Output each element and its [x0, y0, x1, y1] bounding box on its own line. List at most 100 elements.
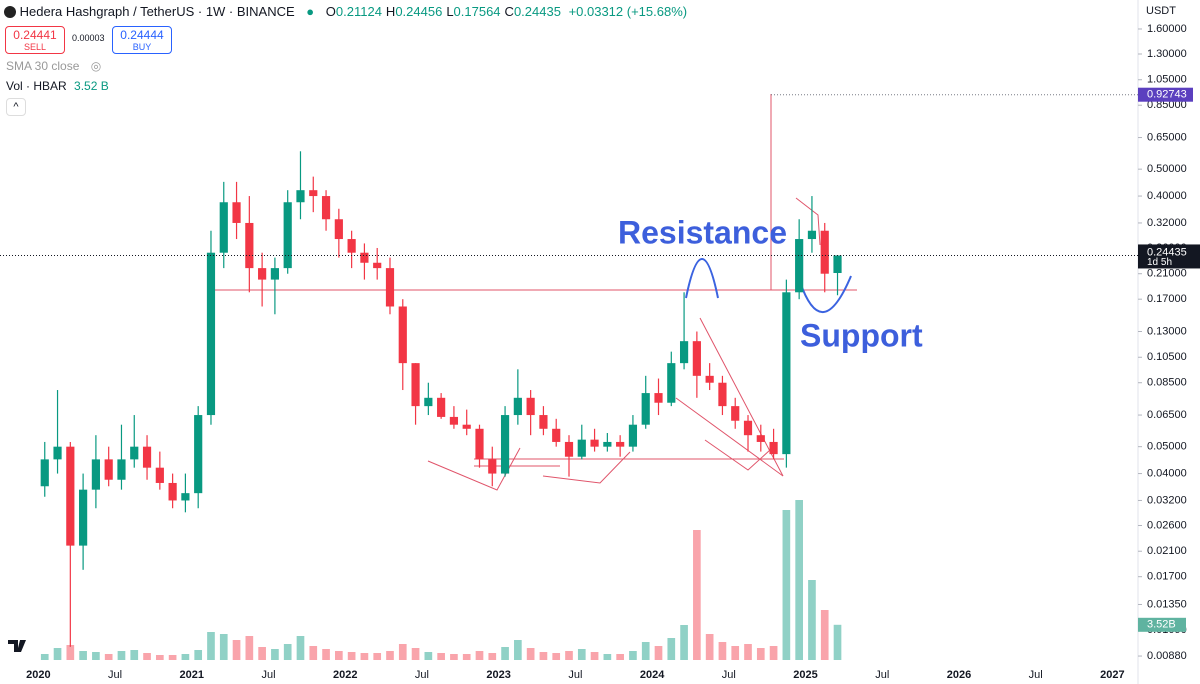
volume-bar	[808, 580, 816, 660]
volume-bar	[795, 500, 803, 660]
volume-bar	[680, 625, 688, 660]
y-tick-label: 1.60000	[1147, 23, 1187, 35]
candle-body	[833, 255, 842, 274]
y-tick-label: 0.50000	[1147, 163, 1187, 175]
candle-body	[66, 446, 75, 546]
candle-body	[219, 202, 228, 253]
y-tick-label: 0.06500	[1147, 409, 1187, 421]
currency: USDT	[1146, 5, 1176, 17]
volume-legend: Vol · HBAR 3.52 B	[6, 79, 109, 93]
candle-body	[769, 441, 778, 455]
symbol-title: Hedera Hashgraph / TetherUS · 1W · BINAN…	[19, 4, 295, 19]
candle-body	[526, 397, 535, 416]
y-tick-label: 0.01700	[1147, 571, 1187, 583]
candle-body	[654, 393, 663, 403]
volume-bar	[693, 530, 701, 660]
candle-body	[283, 202, 292, 269]
trendline	[795, 197, 821, 246]
candle-body	[424, 397, 433, 407]
trendline	[699, 317, 784, 477]
candle-body	[820, 230, 829, 274]
sell-button[interactable]: 0.24441 SELL	[5, 26, 65, 54]
candle-body	[782, 292, 791, 455]
volume-bar	[667, 638, 676, 660]
x-tick-label: Jul	[1029, 669, 1043, 681]
trendline	[675, 397, 784, 477]
candle-body	[40, 459, 49, 487]
candle-body	[270, 268, 280, 280]
candle-body	[130, 446, 139, 460]
x-tick-label: Jul	[722, 669, 736, 681]
tv-logo	[8, 640, 26, 652]
volume-bar	[731, 646, 740, 660]
change: +0.03312 (+15.68%)	[568, 4, 688, 19]
volume-value: 3.52 B	[74, 79, 109, 93]
status-dot: ●	[306, 4, 315, 19]
candle-body	[206, 252, 216, 416]
volume-bar	[603, 654, 612, 660]
candle-body	[168, 482, 177, 501]
candle-body	[385, 268, 395, 307]
ohlc-key: C	[504, 4, 514, 19]
ohlc-key: L	[446, 4, 454, 19]
candle-body	[667, 363, 676, 403]
candle-body	[679, 341, 689, 364]
volume-bar	[143, 653, 151, 660]
y-tick-label: 0.85000	[1147, 99, 1187, 111]
y-tick-label: 1.30000	[1147, 48, 1187, 60]
volume-badge-label: 3.52B	[1147, 619, 1176, 631]
volume-bar	[207, 632, 215, 660]
sell-price: 0.24441	[13, 28, 57, 42]
target-label: 0.92743	[1147, 89, 1187, 101]
candle-body	[373, 262, 382, 269]
y-tick-label: 0.05000	[1147, 441, 1187, 453]
candle-body	[462, 424, 471, 429]
target-badge	[1138, 87, 1193, 102]
candle-body	[692, 341, 701, 376]
countdown-label: 1d 5h	[1147, 257, 1172, 268]
volume-bar	[526, 648, 535, 660]
ohlc-key: H	[385, 4, 396, 19]
volume-bar	[488, 653, 497, 660]
y-tick-label: 0.02100	[1147, 545, 1187, 557]
candle-body	[475, 428, 484, 460]
candle-body	[334, 219, 343, 240]
candle-body	[641, 393, 650, 425]
volume-bar	[117, 651, 126, 660]
x-tick-label: 2024	[640, 669, 665, 681]
candle-body	[398, 306, 407, 364]
volume-bar	[92, 652, 100, 660]
y-tick-label: 0.32000	[1147, 217, 1187, 229]
y-tick-label: 1.05000	[1147, 74, 1187, 86]
x-tick-label: Jul	[108, 669, 122, 681]
ohlc-key: O	[325, 4, 336, 19]
candle-body	[232, 202, 241, 223]
x-tick-label: 2023	[486, 669, 510, 681]
collapse-button[interactable]: ^	[6, 98, 26, 116]
candle-body	[296, 190, 305, 203]
x-tick-label: Jul	[568, 669, 582, 681]
candle-body	[449, 416, 459, 425]
x-tick-label: 2020	[26, 669, 50, 681]
volume-bar	[219, 634, 228, 660]
volume-bar	[271, 649, 279, 660]
candle-body	[807, 230, 817, 240]
candle-body	[500, 415, 510, 474]
volume-bar	[79, 651, 87, 660]
trendline	[704, 439, 771, 471]
y-tick-label: 0.10500	[1147, 351, 1187, 363]
volume-bar	[296, 636, 305, 660]
buy-button[interactable]: 0.24444 BUY	[112, 26, 172, 54]
y-tick-label: 0.02600	[1147, 519, 1187, 531]
candle-body	[245, 222, 254, 269]
volume-bar	[40, 654, 49, 660]
volume-bar	[130, 650, 139, 660]
eye-icon[interactable]: ◎	[90, 59, 102, 73]
volume-bar	[514, 640, 522, 660]
volume-bar	[155, 655, 164, 660]
candle-body	[616, 441, 625, 447]
candle-body	[53, 446, 62, 460]
candle-body	[564, 441, 574, 457]
volume-bar	[424, 652, 433, 660]
